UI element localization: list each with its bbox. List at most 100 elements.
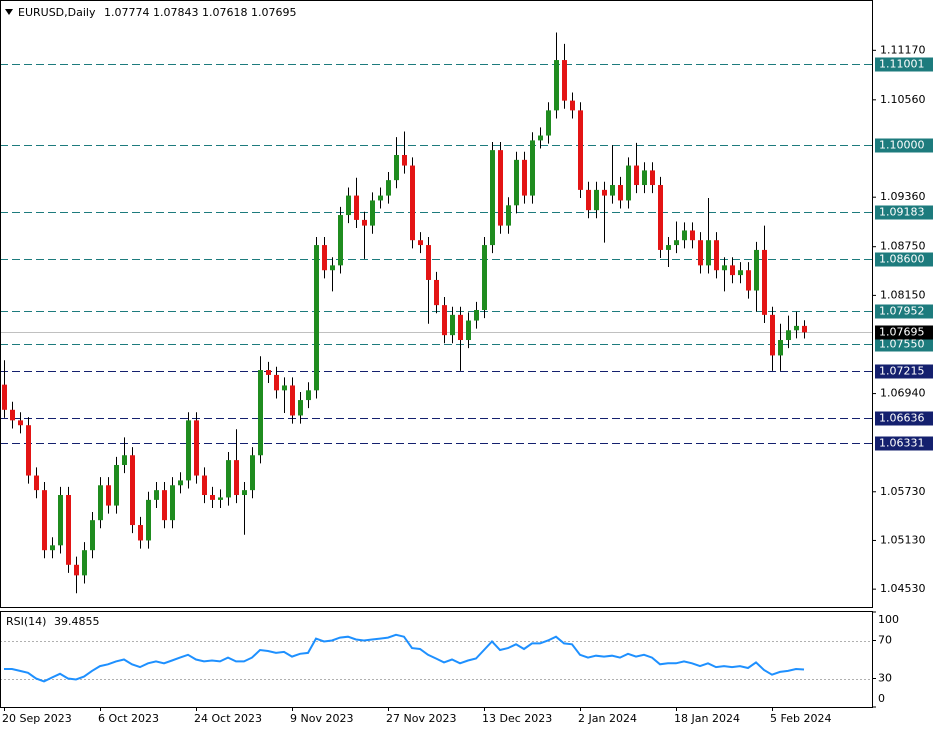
candle-body xyxy=(410,165,415,241)
candle-body xyxy=(338,215,343,266)
candle-body xyxy=(418,240,423,246)
candle-body xyxy=(98,485,103,521)
candle-body xyxy=(514,159,519,206)
candle-body xyxy=(266,370,271,375)
rsi-value: 39.4855 xyxy=(54,615,100,628)
candle-body xyxy=(650,170,655,186)
candle-body xyxy=(730,265,735,276)
candle-body xyxy=(50,545,55,551)
x-tick-label: 6 Oct 2023 xyxy=(98,712,159,725)
candle-body xyxy=(786,330,791,341)
candle-body xyxy=(482,245,487,310)
candle-body xyxy=(210,495,215,500)
rsi-tick-label: 30 xyxy=(878,672,892,685)
candle-body xyxy=(130,455,135,526)
candle-body xyxy=(754,249,759,291)
candle-body xyxy=(474,309,479,321)
candle-body xyxy=(66,495,71,565)
candle-body xyxy=(138,525,143,541)
candle-body xyxy=(34,475,39,491)
candle-body xyxy=(626,165,631,201)
menu-arrow[interactable] xyxy=(5,9,13,15)
candle-body xyxy=(570,100,575,111)
x-tick-label: 2 Jan 2024 xyxy=(578,712,637,725)
candle-body xyxy=(122,455,127,465)
rsi-title: RSI(14) xyxy=(6,615,46,628)
candle-body xyxy=(250,455,255,491)
header-close: 1.07695 xyxy=(251,6,297,19)
x-tick-label: 27 Nov 2023 xyxy=(386,712,456,725)
candle-body xyxy=(442,305,447,336)
y-tick-label: 1.06940 xyxy=(880,387,926,400)
rsi-tick-label: 70 xyxy=(878,634,892,647)
y-tick-label: 1.08750 xyxy=(880,240,926,253)
candle-body xyxy=(554,60,559,111)
candle-body xyxy=(290,385,295,416)
level-label-box xyxy=(875,252,933,267)
level-label-box xyxy=(875,337,933,352)
level-label-box xyxy=(875,57,933,72)
candle-body xyxy=(682,230,687,241)
candle-body xyxy=(194,420,199,476)
candle-body xyxy=(522,159,527,196)
level-label: 1.11001 xyxy=(879,58,925,71)
y-tick-label: 1.09360 xyxy=(880,190,926,203)
header-high: 1.07843 xyxy=(153,6,199,19)
header-low: 1.07618 xyxy=(202,6,248,19)
x-tick-label: 13 Dec 2023 xyxy=(482,712,552,725)
candle-body xyxy=(218,497,223,500)
candle-body xyxy=(802,325,807,333)
header-open: 1.07774 xyxy=(104,6,150,19)
candle-body xyxy=(82,550,87,576)
candle-body xyxy=(322,245,327,271)
y-tick-label: 1.05130 xyxy=(880,533,926,546)
candle-body xyxy=(42,490,47,551)
x-tick-label: 18 Jan 2024 xyxy=(674,712,740,725)
rsi-tick-label: 0 xyxy=(878,692,885,705)
level-label: 1.06636 xyxy=(879,412,925,425)
candle-body xyxy=(306,390,311,401)
candle-body xyxy=(386,180,391,196)
candle-body xyxy=(690,230,695,241)
candle-body xyxy=(794,325,799,331)
current-price-label: 1.07695 xyxy=(879,326,925,339)
candle-body xyxy=(778,340,783,356)
candle-body xyxy=(610,185,615,196)
candle-body xyxy=(58,495,63,546)
candle-body xyxy=(10,409,15,421)
candle-body xyxy=(498,150,503,226)
level-label: 1.09183 xyxy=(879,206,925,219)
x-tick-label: 20 Sep 2023 xyxy=(2,712,72,725)
candle-body xyxy=(746,270,751,291)
candle-body xyxy=(106,485,111,506)
candle-body xyxy=(602,189,607,196)
candle-body xyxy=(2,384,7,410)
candle-body xyxy=(18,420,23,426)
candle-body xyxy=(170,485,175,521)
y-tick-label: 1.04530 xyxy=(880,582,926,595)
candle-body xyxy=(674,240,679,246)
candle-body xyxy=(354,195,359,220)
level-label-box xyxy=(875,411,933,426)
candle-body xyxy=(114,464,119,506)
symbol-title: EURUSD,Daily xyxy=(18,6,96,19)
candle-body xyxy=(370,200,375,226)
candle-body xyxy=(394,154,399,181)
candle-body xyxy=(466,320,471,341)
level-label-box xyxy=(875,138,933,153)
level-label: 1.07215 xyxy=(879,365,925,378)
candle-body xyxy=(578,110,583,190)
rsi-line xyxy=(4,633,805,683)
level-label: 1.10000 xyxy=(879,139,925,152)
candle-body xyxy=(282,385,287,391)
candle-body xyxy=(298,400,303,416)
candle-body xyxy=(178,480,183,486)
x-tick-label: 9 Nov 2023 xyxy=(290,712,353,725)
level-label: 1.07550 xyxy=(879,338,925,351)
candle-body xyxy=(562,60,567,101)
level-label-box xyxy=(875,304,933,319)
candle-body xyxy=(146,499,151,541)
candle-body xyxy=(594,189,599,211)
candle-body xyxy=(586,189,591,211)
